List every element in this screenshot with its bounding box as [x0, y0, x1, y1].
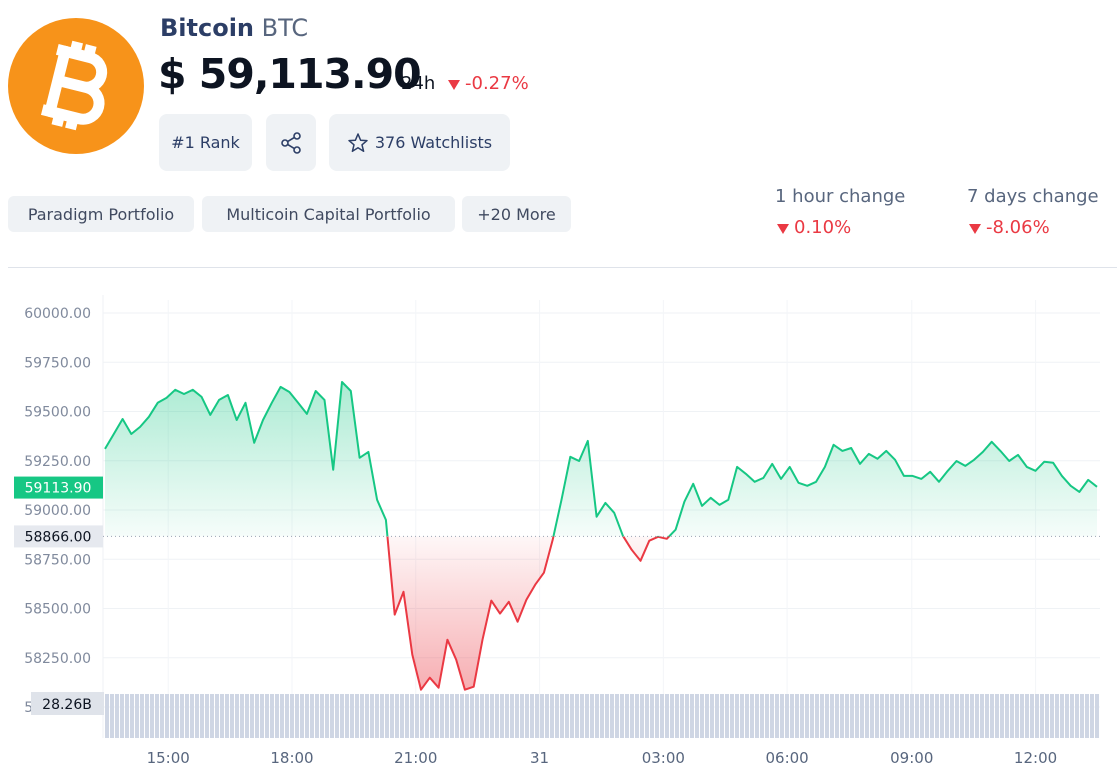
stat-label: 1 hour change: [775, 186, 906, 207]
rank-button[interactable]: #1 Rank: [159, 114, 252, 171]
x-tick-label: 03:00: [642, 749, 685, 767]
y-tick-label: 59500.00: [24, 405, 91, 421]
x-tick-label: 09:00: [890, 749, 933, 767]
down-arrow: [777, 224, 789, 234]
watchlist-text: 376 Watchlists: [374, 133, 493, 152]
current-price-label: 59113.90: [25, 481, 92, 497]
price-line: [104, 381, 1098, 691]
period: 24h: [401, 73, 436, 94]
down-arrow: [448, 80, 460, 90]
price: $ 59,113.90: [158, 50, 422, 98]
baseline-box: [14, 525, 103, 548]
stat-value: 0.10%: [794, 217, 852, 238]
coin-title: Bitcoin BTC: [160, 14, 308, 42]
stat-value: -8.06%: [986, 217, 1050, 238]
tag[interactable]: Paradigm Portfolio: [8, 196, 194, 232]
share-button[interactable]: [266, 114, 316, 171]
baseline-label: 58866.00: [25, 529, 92, 545]
coin-logo: [8, 18, 144, 154]
x-tick-label: 31: [530, 749, 549, 767]
divider: [8, 267, 1117, 268]
tag-text: Paradigm Portfolio: [27, 204, 175, 224]
y-tick-label: 59250.00: [24, 454, 91, 470]
down-arrow: [969, 224, 981, 234]
current-price-box: [14, 476, 103, 499]
star-icon: [348, 132, 368, 152]
x-tick-label: 15:00: [147, 749, 190, 767]
y-tick-label: 59000.00: [24, 503, 91, 519]
share-icon: [281, 131, 301, 154]
area-fill: [105, 382, 1097, 690]
tag[interactable]: +20 More: [462, 196, 571, 232]
coin-name: Bitcoin: [160, 14, 255, 42]
x-tick-label: 21:00: [394, 749, 437, 767]
x-tick-label: 18:00: [270, 749, 313, 767]
watchlist-button[interactable]: 376 Watchlists: [329, 114, 510, 171]
tag[interactable]: Multicoin Capital Portfolio: [202, 196, 455, 232]
tag-text: +20 More: [477, 204, 556, 224]
x-tick-label: 06:00: [765, 749, 808, 767]
volume-label: 28.26B: [42, 697, 92, 713]
stat-label: 7 days change: [967, 186, 1099, 207]
y-tick-label: 58250.00: [24, 651, 91, 667]
y-tick-label: 58500.00: [24, 602, 91, 618]
coin-symbol: BTC: [261, 14, 309, 42]
rank-text: #1 Rank: [171, 133, 240, 152]
volume-box: [31, 692, 104, 715]
x-tick-label: 12:00: [1014, 749, 1057, 767]
tag-text: Multicoin Capital Portfolio: [226, 204, 431, 224]
volume-bars: [105, 694, 1100, 738]
y-tick-label: 59750.00: [24, 355, 91, 371]
y-tick-label: 58750.00: [24, 552, 91, 568]
price-change: -0.27%: [465, 73, 529, 94]
y-tick-label: 60000.00: [24, 306, 91, 322]
